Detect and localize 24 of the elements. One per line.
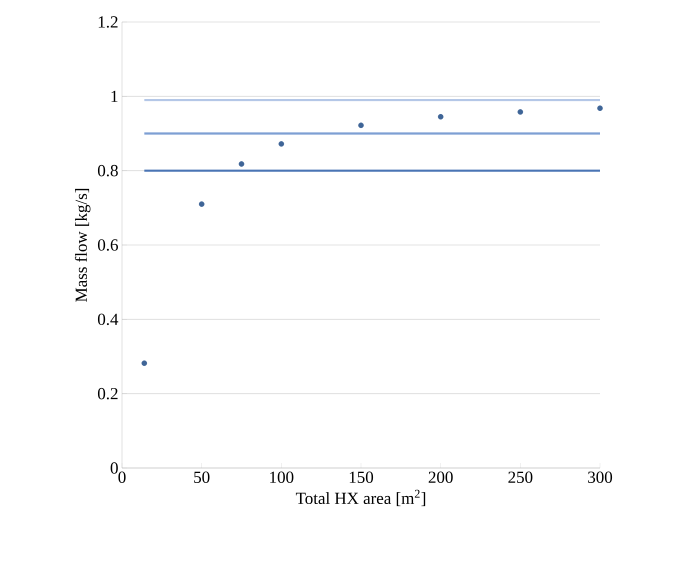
y-tick-label: 0.4 (98, 314, 118, 326)
x-axis-title: Total HX area [m$^{2}$] (296, 490, 426, 506)
y-tick-label: 0 (110, 462, 118, 474)
x-tick-label: 300 (588, 472, 612, 483)
point (198, 201, 204, 207)
point (358, 122, 364, 128)
y-tick-label: 1.2 (98, 16, 118, 28)
x-tick-label: 0 (118, 472, 126, 483)
y-axis-title: Mass flow [kg/s] (74, 188, 90, 302)
point (142, 360, 148, 366)
y-tick-label: 0.8 (98, 164, 118, 176)
point (597, 105, 603, 112)
y-tick-label: 0.6 (98, 239, 118, 251)
y-tick-label: 1 (111, 90, 118, 102)
x-tick-label: 200 (428, 472, 453, 483)
point (518, 109, 524, 115)
y-tick-label: 0.2 (98, 388, 118, 400)
x-tick-label: 100 (270, 472, 294, 483)
point (438, 114, 444, 120)
point (238, 161, 244, 167)
x-tick-label: 50 (194, 472, 210, 483)
point (278, 141, 284, 147)
x-tick-label: 250 (508, 472, 532, 483)
x-tick-label: 150 (350, 472, 374, 483)
